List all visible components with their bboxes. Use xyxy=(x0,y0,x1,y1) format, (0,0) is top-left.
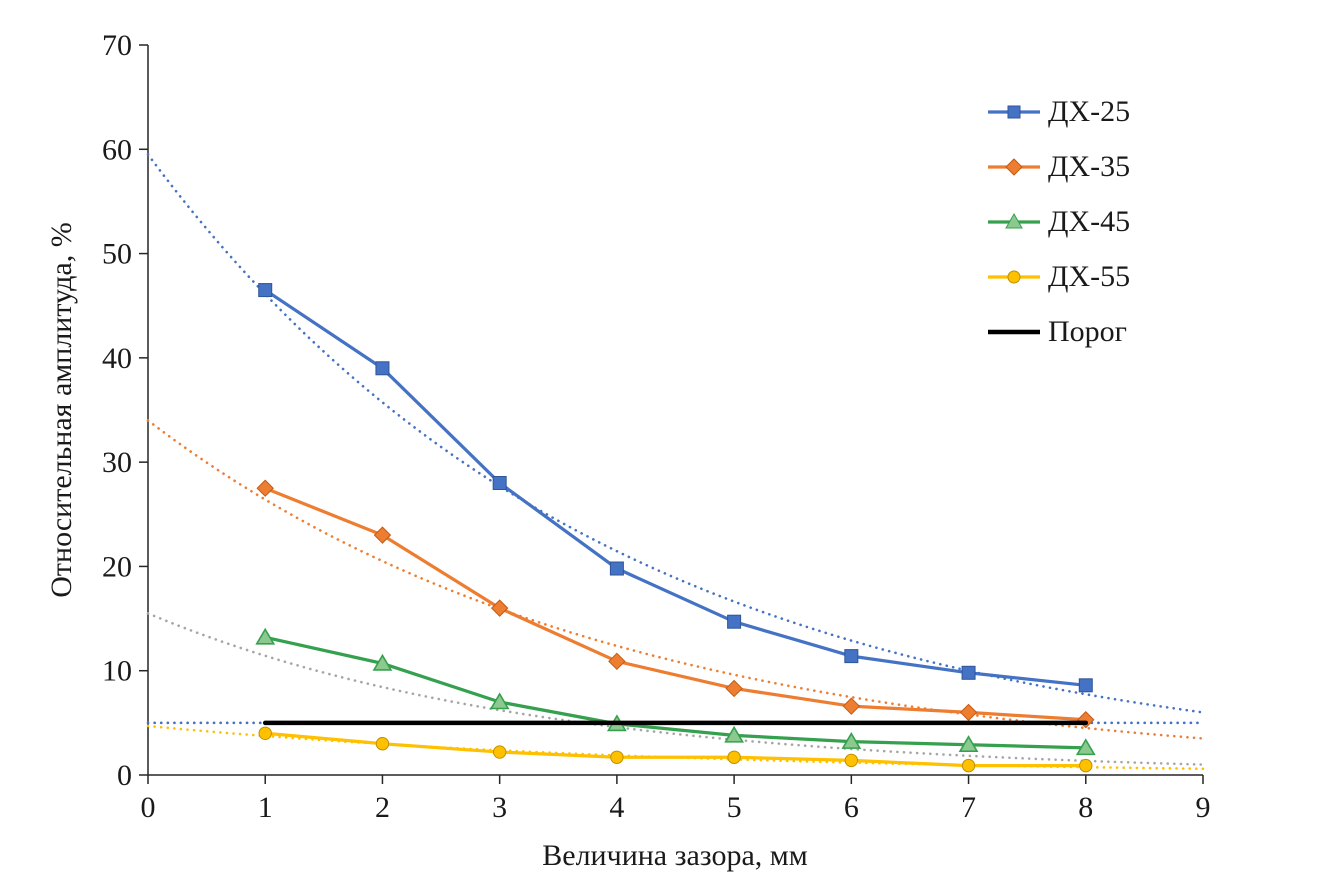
legend-marker-diamond xyxy=(1005,157,1023,176)
x-tick-label: 4 xyxy=(609,791,624,824)
y-tick-label: 70 xyxy=(102,29,132,62)
marker-diamond xyxy=(373,526,392,544)
x-tick-label: 6 xyxy=(844,791,859,824)
marker-circle xyxy=(610,750,624,764)
x-tick-label: 8 xyxy=(1078,791,1093,824)
marker-square xyxy=(258,283,273,298)
legend-label: ДХ-35 xyxy=(1048,149,1131,183)
y-tick-label: 30 xyxy=(102,446,132,479)
marker-triangle xyxy=(958,735,979,753)
trendline-2 xyxy=(146,612,1205,766)
marker-diamond xyxy=(842,697,861,715)
x-tick-label: 9 xyxy=(1196,791,1211,824)
legend: ДХ-25 ДХ-35 ДХ-45 ДХ-55 Порог xyxy=(986,84,1130,359)
marker-square xyxy=(492,476,507,490)
marker-diamond xyxy=(959,703,978,722)
y-axis-title: Относительная амплитуда, % xyxy=(45,222,78,598)
legend-key-4 xyxy=(988,329,1040,334)
marker-circle xyxy=(961,758,976,773)
x-tick-label: 7 xyxy=(961,791,976,824)
legend-label: ДХ-55 xyxy=(1048,259,1131,293)
marker-circle xyxy=(844,753,859,768)
legend-key-3 xyxy=(988,270,1040,283)
marker-diamond xyxy=(1077,711,1095,729)
marker-triangle xyxy=(255,627,276,645)
marker-square xyxy=(961,665,976,680)
y-tick-label: 10 xyxy=(102,655,132,688)
marker-square xyxy=(844,649,859,664)
marker-circle xyxy=(727,750,741,764)
x-tick-label: 2 xyxy=(375,791,390,824)
legend-item-2: ДХ-45 xyxy=(986,194,1130,249)
legend-item-3: ДХ-55 xyxy=(986,249,1130,304)
marker-circle xyxy=(258,726,272,740)
marker-triangle xyxy=(489,692,510,710)
marker-circle xyxy=(1079,758,1093,773)
legend-key-0 xyxy=(988,105,1040,118)
y-tick-label: 20 xyxy=(102,550,132,583)
trendline-0 xyxy=(146,153,1205,714)
x-tick-label: 3 xyxy=(492,791,507,824)
marker-square xyxy=(1078,678,1093,693)
series-line-2 xyxy=(263,635,1088,750)
legend-label: ДХ-45 xyxy=(1048,204,1131,238)
legend-marker-triangle xyxy=(1005,212,1023,228)
series-line-3 xyxy=(263,731,1088,768)
marker-circle xyxy=(375,737,390,751)
marker-diamond xyxy=(608,652,626,671)
legend-key-1 xyxy=(988,157,1040,176)
y-tick-label: 40 xyxy=(102,342,132,375)
marker-triangle xyxy=(724,725,745,743)
legend-label: ДХ-25 xyxy=(1048,94,1131,128)
legend-item-4: Порог xyxy=(986,304,1130,359)
legend-key-2 xyxy=(988,212,1040,228)
marker-square xyxy=(727,614,742,629)
marker-triangle xyxy=(841,732,862,749)
legend-item-0: ДХ-25 xyxy=(986,84,1130,139)
series-line-1 xyxy=(263,486,1088,722)
x-tick-label: 5 xyxy=(727,791,742,824)
marker-diamond xyxy=(725,679,743,698)
y-tick-label: 0 xyxy=(117,759,132,792)
x-tick-label: 0 xyxy=(141,791,156,824)
x-tick-label: 1 xyxy=(258,791,273,824)
legend-marker-square xyxy=(1007,105,1021,118)
marker-triangle xyxy=(1075,738,1096,756)
marker-diamond xyxy=(490,599,509,617)
series-line-0 xyxy=(263,288,1088,687)
legend-label: Порог xyxy=(1048,314,1127,348)
marker-circle xyxy=(492,745,507,759)
trendline-1 xyxy=(146,419,1205,740)
marker-triangle xyxy=(372,653,393,671)
y-tick-label: 50 xyxy=(102,238,132,271)
legend-item-1: ДХ-35 xyxy=(986,139,1130,194)
marker-square xyxy=(375,361,390,376)
marker-square xyxy=(609,561,624,576)
legend-marker-circle xyxy=(1007,270,1021,283)
x-axis-title: Величина зазора, мм xyxy=(542,839,808,872)
y-tick-label: 60 xyxy=(102,133,132,166)
marker-diamond xyxy=(256,479,274,497)
